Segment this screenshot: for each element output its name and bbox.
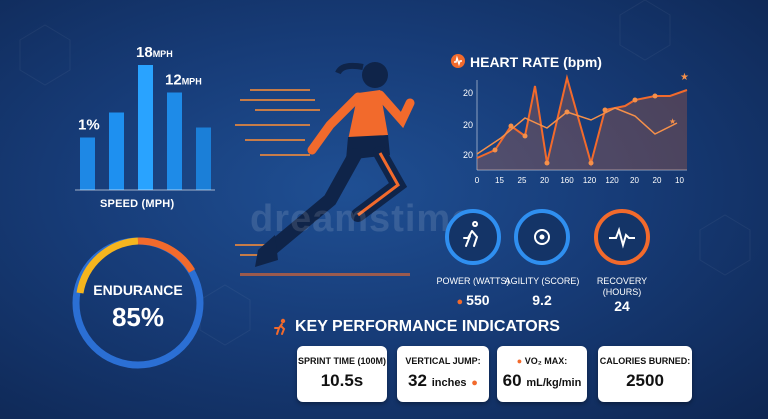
hr-y-tick: 20: [463, 120, 473, 130]
hr-x-tick: 10: [675, 176, 684, 185]
hr-y-tick: 20: [463, 150, 473, 160]
kpi-card-label: ● VO₂ MAX:: [516, 356, 568, 366]
hr-x-tick: 25: [518, 176, 527, 185]
flame-icon: ●: [471, 377, 478, 389]
hr-x-tick: 120: [605, 176, 619, 185]
speed-bar: [196, 127, 211, 190]
metric-label: AGILITY (SCORE): [504, 276, 580, 286]
speed-chart-title: SPEED (MPH): [100, 198, 175, 210]
metric-value: 24: [614, 298, 630, 314]
agility-icon: [534, 229, 550, 245]
metric-ring: [594, 209, 650, 265]
kpi-card-label: SPRINT TIME (100M): [297, 356, 386, 366]
kpi-title: KEY PERFORMANCE INDICATORS: [295, 318, 560, 335]
kpi-card-vo2: ● VO₂ MAX: 60 mL/kg/min: [497, 346, 587, 402]
svg-text:★: ★: [680, 72, 689, 83]
runner-illustration: [235, 62, 415, 276]
heart-rate-chart: 20 20 20 ★ ★ 0 15 25 20 160 120 120 20 20 10: [463, 72, 689, 185]
hr-y-tick: 20: [463, 88, 473, 98]
hr-x-tick: 120: [583, 176, 597, 185]
hr-x-tick: 15: [495, 176, 504, 185]
speed-bar-chart: 1%18MPH12MPH18PH: [75, 44, 215, 191]
speed-bar: [80, 137, 95, 190]
speed-bar: [138, 65, 153, 190]
endurance-ring: [72, 237, 204, 369]
hr-x-tick: 0: [475, 176, 480, 185]
kpi-card-label: VERTICAL JUMP:: [405, 356, 481, 366]
metric-value: 9.2: [532, 292, 552, 308]
speed-bar-label: 12MPH: [165, 72, 202, 89]
kpi-card-value: 32 inches ●: [408, 371, 478, 390]
speed-bar: [109, 112, 124, 190]
speed-bar: [167, 92, 182, 190]
watermark: dreamstime: [250, 198, 474, 240]
endurance-label: ENDURANCE: [93, 282, 183, 298]
heart-rate-icon: [451, 54, 465, 68]
metric-label: RECOVERY (HOURS): [596, 276, 648, 297]
kpi-card-label: CALORIES BURNED:: [599, 356, 691, 366]
kpi-card-jump: VERTICAL JUMP: 32 inches ●: [397, 346, 489, 402]
kpi-card-calories: CALORIES BURNED: 2500: [598, 346, 692, 402]
speed-bar-label: 18MPH: [136, 44, 173, 61]
metric-value: ● 550: [456, 292, 490, 308]
runner-icon: [274, 318, 286, 335]
pulse-icon: [609, 226, 635, 249]
hr-x-tick: 20: [653, 176, 662, 185]
endurance-value: 85%: [111, 302, 165, 332]
drop-icon: ●: [516, 356, 523, 366]
metric-ring: [445, 209, 501, 265]
metric-ring: [514, 209, 570, 265]
metric-label: POWER (WATTS): [436, 276, 510, 286]
kpi-card-value: 10.5s: [320, 371, 364, 390]
kpi-card-value: 60 mL/kg/min: [502, 371, 582, 390]
svg-text:★: ★: [669, 117, 676, 126]
hr-x-tick: 20: [630, 176, 639, 185]
hr-x-tick: 20: [540, 176, 549, 185]
speed-bar-label: 1%: [78, 117, 100, 134]
hr-x-tick: 160: [560, 176, 574, 185]
heart-rate-title: HEART RATE (bpm): [470, 54, 602, 70]
kpi-card-sprint: SPRINT TIME (100M) 10.5s: [297, 346, 387, 402]
runner-icon: [463, 221, 479, 247]
flame-icon: ●: [456, 296, 467, 308]
kpi-card-value: 2500: [626, 371, 664, 390]
